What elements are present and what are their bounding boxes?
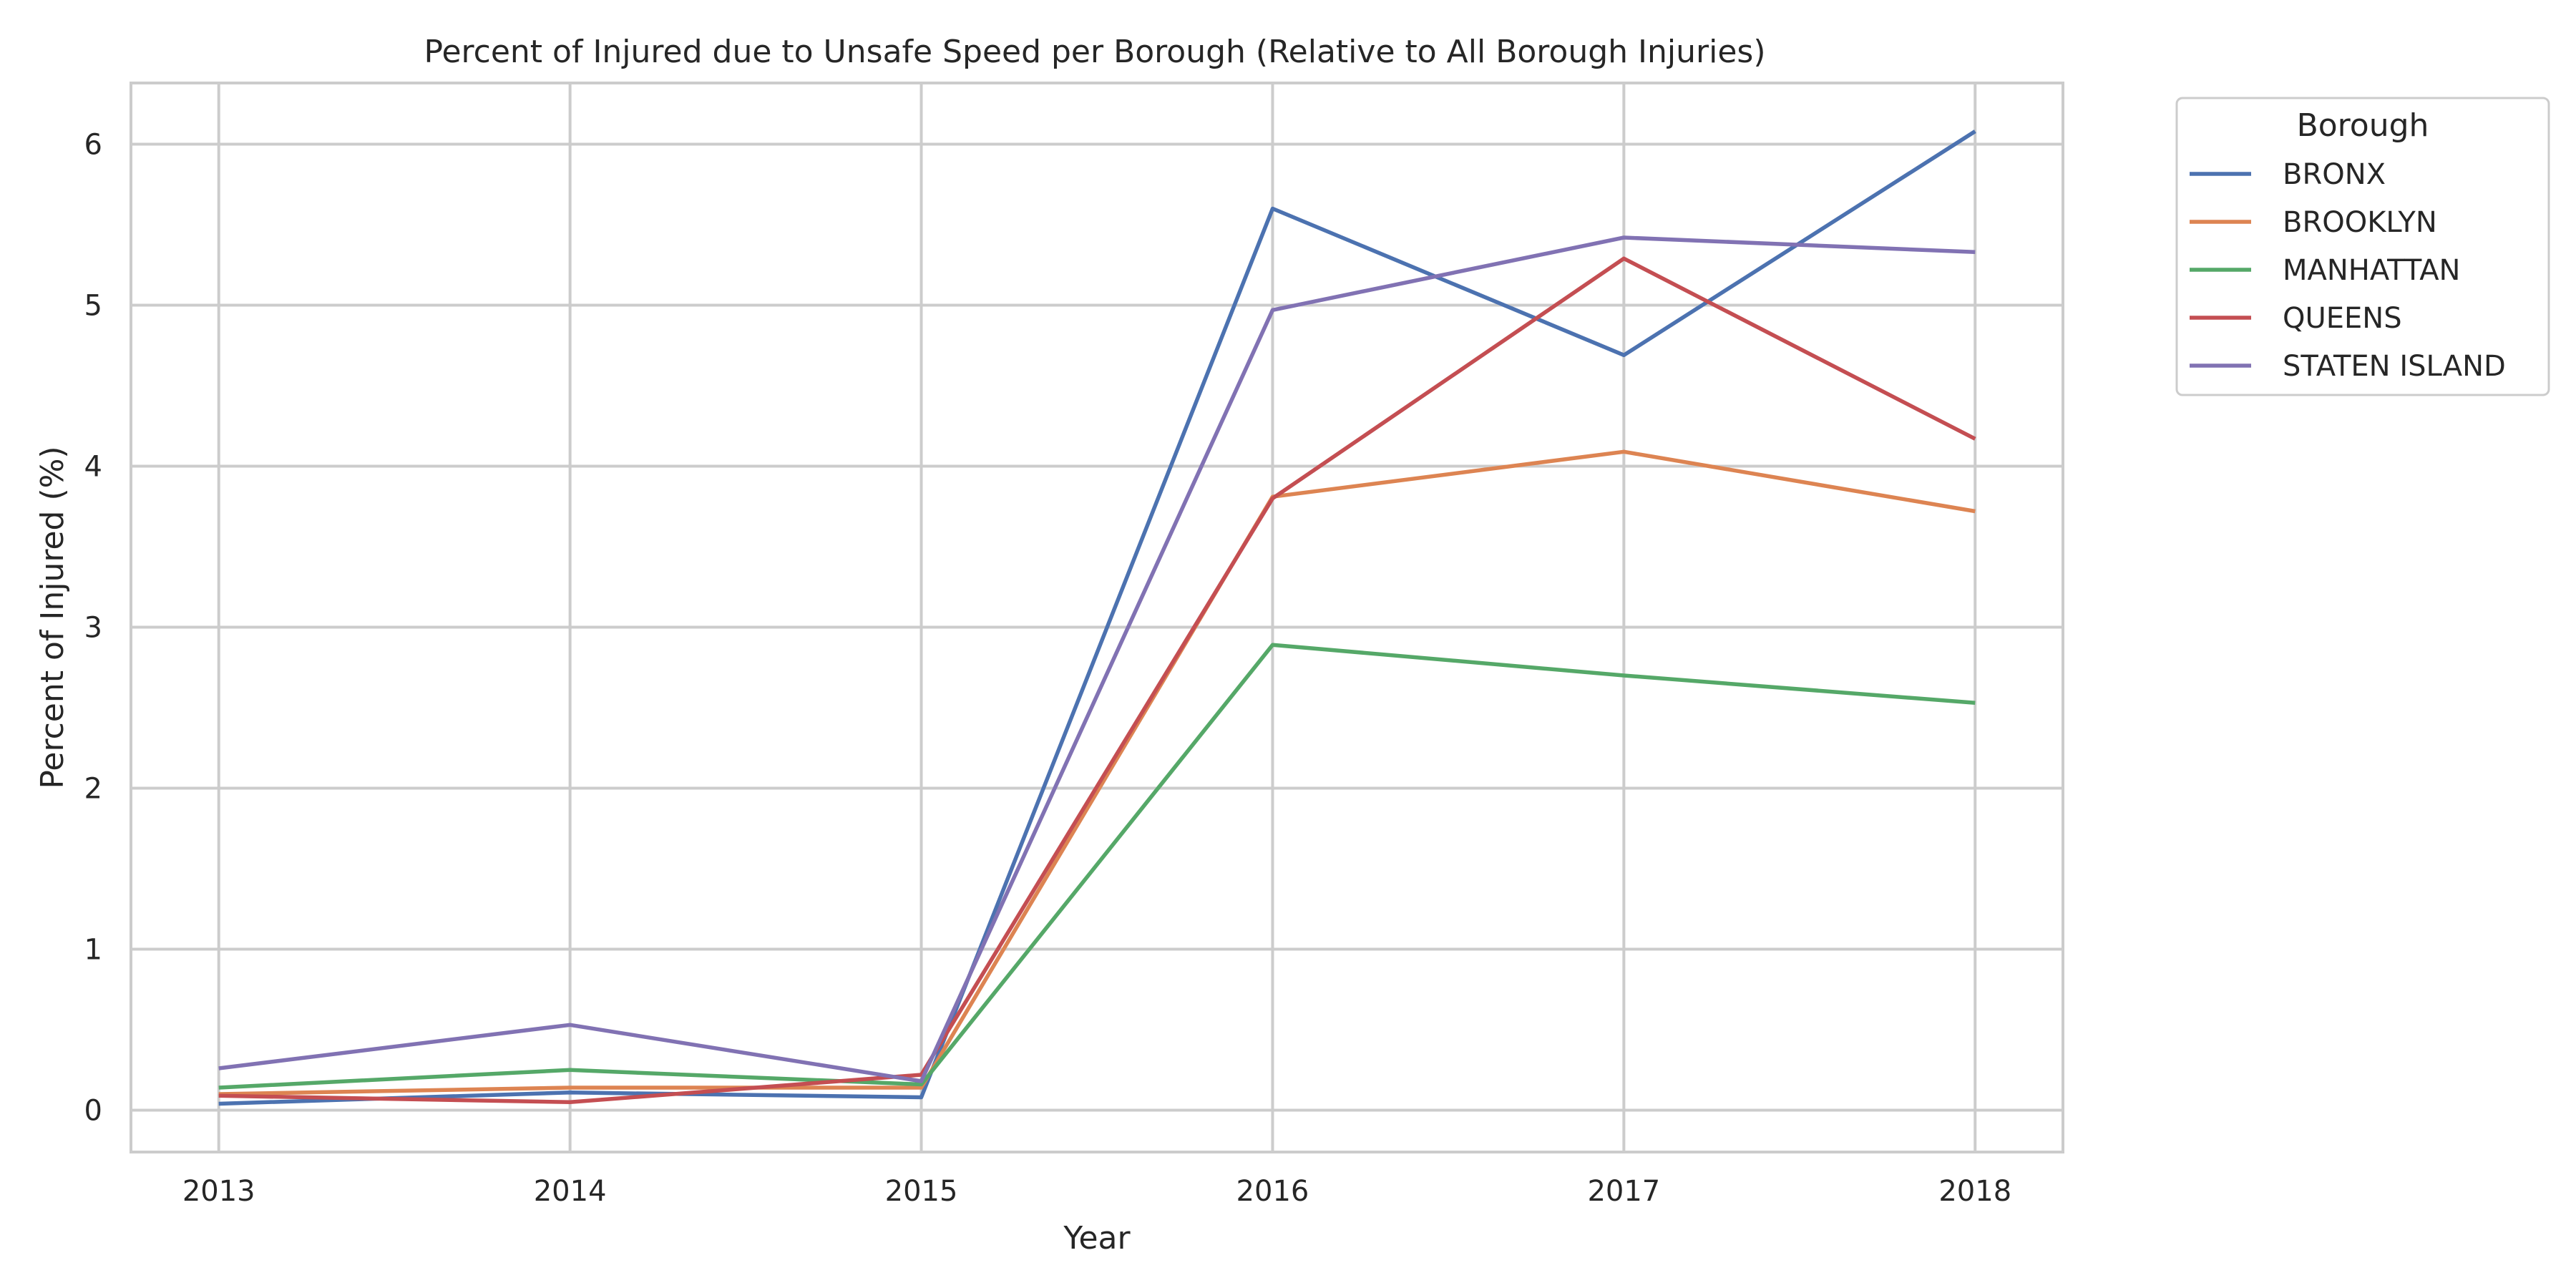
- series-line-manhattan: [218, 643, 1976, 1090]
- y-tick-label: 4: [84, 451, 102, 484]
- y-axis-label: Percent of Injured (%): [34, 446, 71, 789]
- y-tick-label: 1: [84, 934, 102, 967]
- x-tick-label: 2018: [1938, 1175, 2011, 1208]
- y-tick-label: 3: [84, 612, 102, 645]
- chart-title: Percent of Injured due to Unsafe Speed p…: [424, 34, 1766, 70]
- series-lines: [218, 130, 1976, 1106]
- plot-area-frame: [130, 82, 2064, 1153]
- series-line-brooklyn: [218, 449, 1976, 1096]
- y-axis-ticks: 0 1 2 3 4 5 6: [84, 129, 102, 1128]
- legend: Borough BRONX BROOKLYN MANHATTAN QUEENS STAT…: [2175, 97, 2550, 396]
- legend-label-manhattan: MANHATTAN: [2283, 254, 2460, 287]
- x-axis-ticks: 2013 2014 2015 2016 2017 2018: [182, 1175, 2011, 1208]
- legend-title: Borough: [2297, 107, 2429, 144]
- x-tick-label: 2015: [885, 1175, 958, 1208]
- legend-label-brooklyn: BROOKLYN: [2283, 206, 2437, 239]
- y-tick-label: 0: [84, 1095, 102, 1128]
- legend-box: [2175, 97, 2550, 396]
- series-line-staten-island: [218, 235, 1976, 1083]
- x-axis-label: Year: [1063, 1220, 1131, 1257]
- y-tick-label: 6: [84, 129, 102, 162]
- y-tick-label: 2: [84, 773, 102, 806]
- x-tick-label: 2016: [1236, 1175, 1309, 1208]
- x-tick-label: 2017: [1587, 1175, 1660, 1208]
- x-tick-label: 2013: [182, 1175, 255, 1208]
- legend-items: BRONX BROOKLYN MANHATTAN QUEENS STATEN ISLAN…: [2190, 158, 2506, 383]
- legend-label-bronx: BRONX: [2283, 158, 2386, 191]
- legend-label-queens: QUEENS: [2283, 302, 2402, 335]
- y-tick-label: 5: [84, 290, 102, 323]
- series-line-bronx: [218, 130, 1976, 1106]
- series-line-queens: [218, 256, 1976, 1105]
- x-tick-label: 2014: [534, 1175, 607, 1208]
- legend-label-staten-island: STATEN ISLAND: [2283, 350, 2506, 383]
